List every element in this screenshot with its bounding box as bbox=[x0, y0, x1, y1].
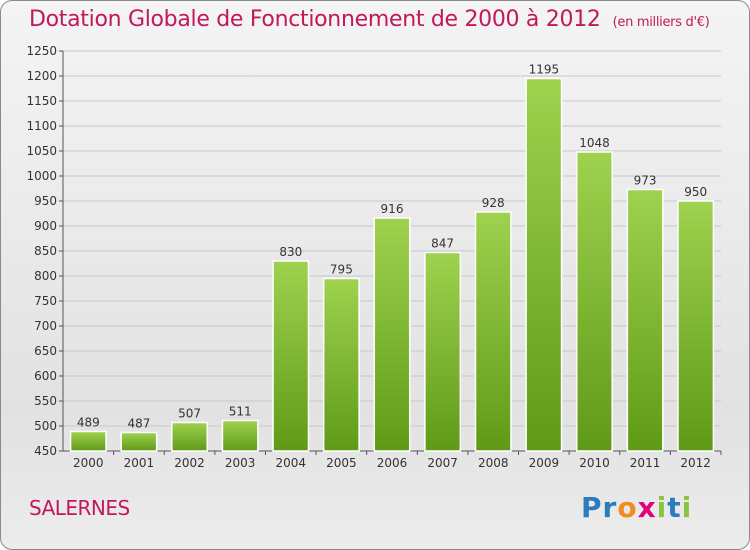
bar bbox=[272, 260, 310, 452]
x-tick-label: 2005 bbox=[326, 456, 357, 470]
bar bbox=[677, 200, 715, 452]
y-tick-label: 550 bbox=[34, 394, 57, 408]
bar bbox=[424, 251, 462, 452]
bar bbox=[322, 277, 360, 452]
proxiti-logo[interactable]: Proxiti bbox=[581, 491, 692, 524]
y-tick-label: 900 bbox=[34, 219, 57, 233]
data-label: 511 bbox=[229, 405, 252, 419]
data-label: 928 bbox=[482, 196, 505, 210]
commune-name: SALERNES bbox=[29, 496, 130, 520]
bar bbox=[221, 419, 259, 452]
chart-title: Dotation Globale de Fonctionnement de 20… bbox=[29, 7, 710, 32]
bar bbox=[171, 421, 209, 452]
x-tick-label: 2011 bbox=[630, 456, 661, 470]
x-tick-label: 2006 bbox=[377, 456, 408, 470]
y-tick-label: 750 bbox=[34, 294, 57, 308]
unit-note: (en milliers d'€) bbox=[612, 15, 710, 30]
data-label: 507 bbox=[178, 407, 201, 421]
logo-letter: o bbox=[617, 491, 638, 524]
x-tick-label: 2003 bbox=[225, 456, 256, 470]
y-tick-label: 450 bbox=[34, 444, 57, 458]
data-label: 489 bbox=[77, 416, 100, 430]
bar bbox=[525, 77, 563, 452]
y-tick-label: 950 bbox=[34, 194, 57, 208]
data-label: 916 bbox=[381, 202, 404, 216]
y-tick-label: 1250 bbox=[26, 44, 57, 58]
data-label: 847 bbox=[431, 237, 454, 251]
x-tick-label: 2001 bbox=[124, 456, 155, 470]
bar bbox=[69, 430, 107, 452]
x-tick-label: 2012 bbox=[680, 456, 711, 470]
chart-title-text: Dotation Globale de Fonctionnement de 20… bbox=[29, 7, 601, 32]
data-label: 1048 bbox=[579, 136, 610, 150]
logo-letter: i bbox=[656, 491, 668, 524]
y-tick-label: 1100 bbox=[26, 119, 57, 133]
x-tick-label: 2000 bbox=[73, 456, 104, 470]
data-label: 950 bbox=[684, 185, 707, 199]
data-label: 1195 bbox=[529, 63, 560, 77]
x-tick-label: 2010 bbox=[579, 456, 610, 470]
x-tick-label: 2008 bbox=[478, 456, 509, 470]
x-tick-label: 2007 bbox=[427, 456, 458, 470]
y-tick-label: 1000 bbox=[26, 169, 57, 183]
bar bbox=[626, 188, 664, 452]
data-label: 487 bbox=[127, 417, 150, 431]
y-tick-label: 800 bbox=[34, 269, 57, 283]
y-tick-label: 1150 bbox=[26, 94, 57, 108]
y-tick-label: 700 bbox=[34, 319, 57, 333]
y-tick-label: 650 bbox=[34, 344, 57, 358]
bar bbox=[373, 217, 411, 452]
logo-letter: t bbox=[667, 491, 682, 524]
data-label: 830 bbox=[279, 245, 302, 259]
bar bbox=[474, 211, 512, 452]
logo-letter: P bbox=[581, 491, 603, 524]
y-tick-label: 600 bbox=[34, 369, 57, 383]
bar bbox=[120, 431, 158, 452]
data-label: 795 bbox=[330, 263, 353, 277]
bar bbox=[575, 151, 613, 452]
x-tick-label: 2002 bbox=[174, 456, 205, 470]
x-tick-label: 2004 bbox=[275, 456, 306, 470]
data-label: 973 bbox=[634, 174, 657, 188]
logo-letter: i bbox=[681, 491, 693, 524]
labels: 450 500 550 600 650 700 750 800 850 900 950 1000 105… bbox=[26, 44, 711, 470]
y-tick-label: 850 bbox=[34, 244, 57, 258]
y-tick-label: 500 bbox=[34, 419, 57, 433]
logo-letter: r bbox=[602, 491, 618, 524]
y-tick-label: 1050 bbox=[26, 144, 57, 158]
x-tick-label: 2009 bbox=[529, 456, 560, 470]
logo-letter: x bbox=[637, 491, 657, 524]
y-tick-label: 1200 bbox=[26, 69, 57, 83]
bars bbox=[69, 77, 715, 452]
